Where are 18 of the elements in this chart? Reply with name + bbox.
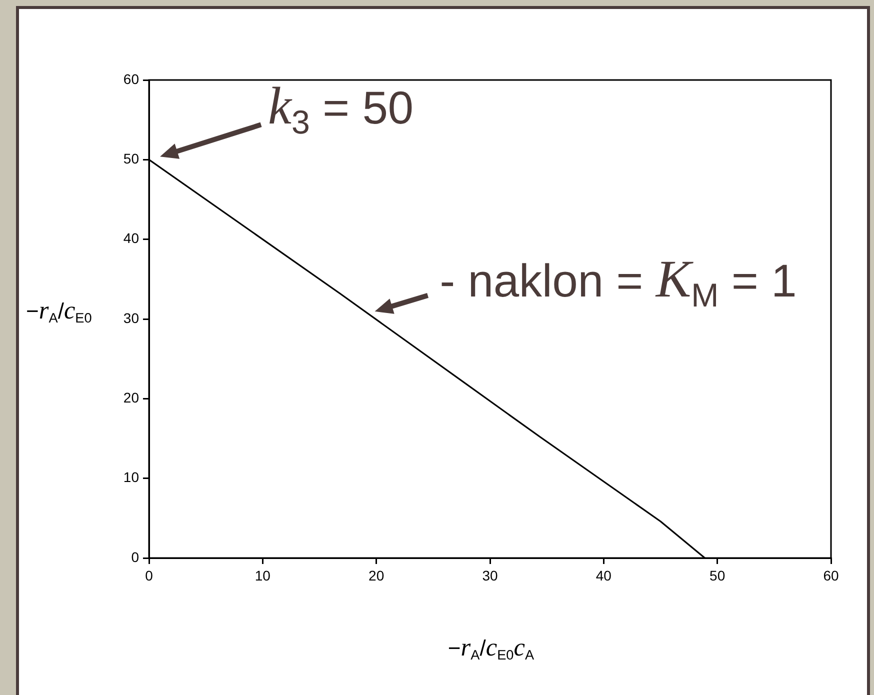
annotation: - naklon = K$_{M}$ = 1: [440, 250, 797, 317]
y-tick-label: 0: [131, 548, 140, 565]
x-tick-label: 20: [368, 567, 384, 584]
y-axis-title: −r$_{A}$/c$_{E0}$: [26, 296, 92, 326]
x-tick-label: 60: [823, 567, 839, 584]
x-tick-label: 50: [710, 567, 726, 584]
y-tick-label: 10: [123, 469, 140, 486]
y-tick-label: 20: [123, 390, 140, 406]
x-tick-label: 10: [254, 567, 271, 584]
x-axis-title: −r$_{A}$/c$_{E0}$c$_{A}$: [448, 633, 534, 663]
y-tick-label: 50: [123, 150, 140, 167]
y-tick-label: 60: [123, 70, 140, 87]
x-tick-label: 30: [482, 567, 498, 584]
annotation: k$_{3}$ = 50: [268, 77, 414, 144]
y-tick-label: 40: [123, 230, 140, 246]
x-tick-label: 40: [596, 567, 612, 584]
x-tick-label: 0: [145, 567, 154, 584]
y-tick-label: 30: [123, 310, 140, 326]
